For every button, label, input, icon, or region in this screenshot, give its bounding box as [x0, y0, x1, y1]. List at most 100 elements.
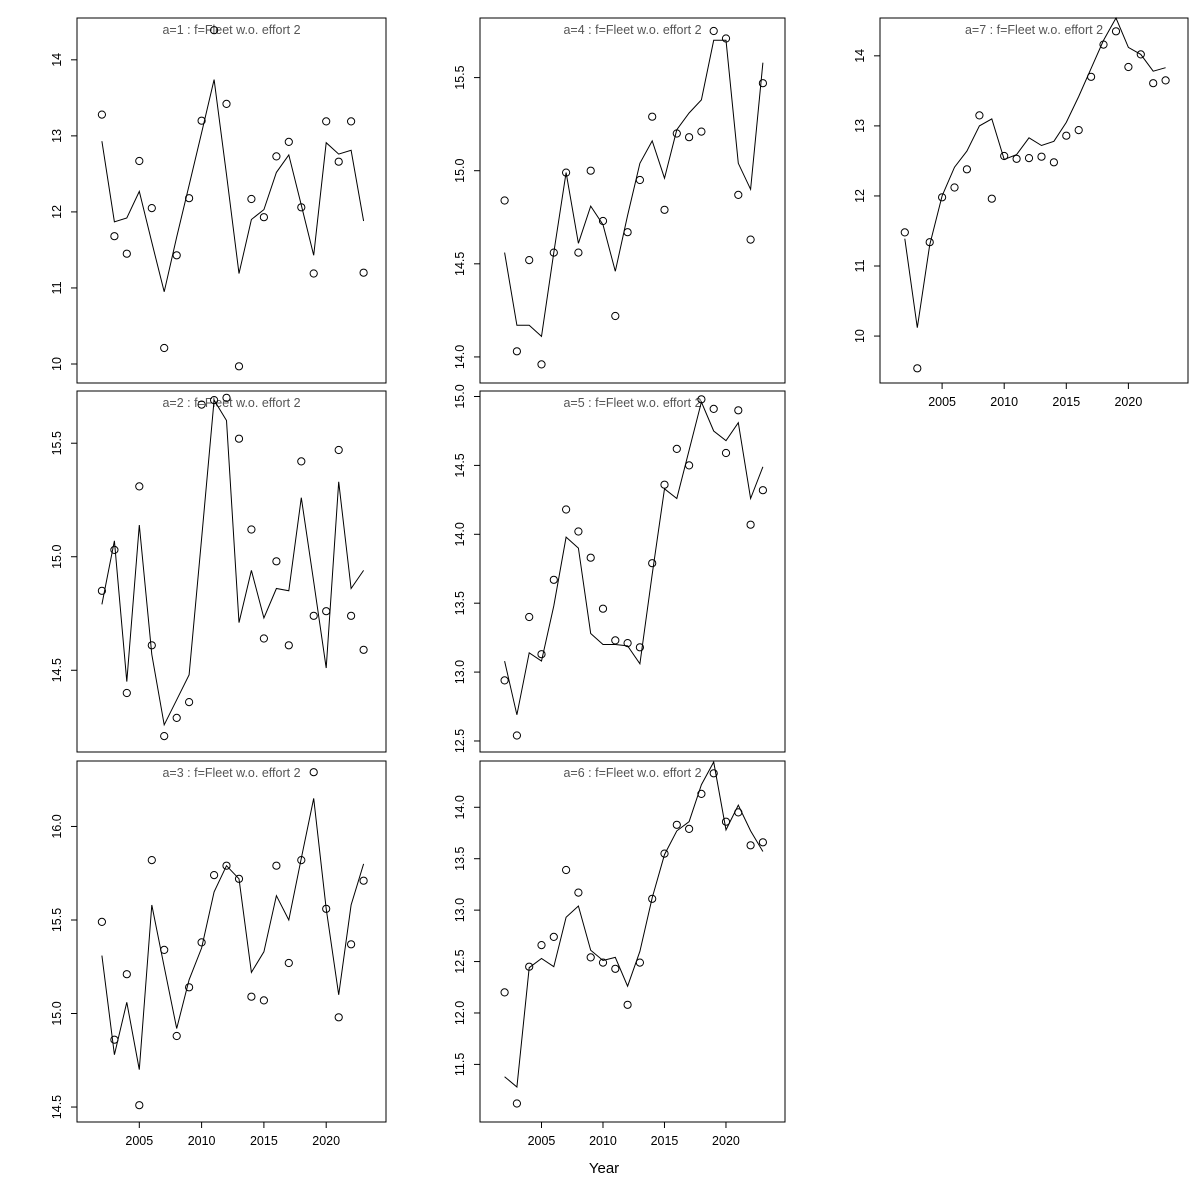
data-point — [222, 393, 231, 402]
data-point — [537, 650, 546, 659]
data-point — [525, 612, 534, 622]
data-point — [347, 940, 356, 949]
data-point — [586, 953, 595, 962]
data-point — [660, 849, 669, 858]
data-point — [975, 111, 984, 120]
panel-title: a=5 : f=Fleet w.o. effort 2 — [563, 396, 701, 410]
data-point — [97, 110, 107, 119]
data-point — [135, 482, 144, 491]
data-point — [272, 557, 281, 566]
data-point — [259, 213, 268, 222]
x-tick-label: 2010 — [188, 1134, 216, 1148]
data-point — [950, 183, 959, 192]
data-point — [247, 194, 256, 204]
data-point — [234, 434, 244, 443]
data-point — [122, 688, 131, 698]
data-point — [635, 958, 645, 967]
data-point — [284, 958, 293, 968]
data-point — [660, 480, 669, 489]
fitted-line — [904, 16, 1166, 328]
fitted-line — [504, 760, 764, 1088]
data-point — [721, 448, 731, 458]
data-point — [284, 137, 293, 146]
data-point — [635, 175, 645, 185]
data-point — [586, 166, 595, 175]
data-point — [147, 856, 156, 865]
data-point — [347, 117, 356, 126]
plot-box — [479, 390, 786, 753]
panel-title: a=2 : f=Fleet w.o. effort 2 — [162, 396, 300, 410]
data-point — [562, 168, 571, 177]
data-point — [322, 607, 331, 616]
data-point — [210, 871, 219, 880]
x-tick-label: 2005 — [125, 1134, 153, 1148]
y-tick-label: 13.5 — [453, 591, 467, 615]
y-tick-label: 11.5 — [453, 1053, 467, 1076]
data-point — [234, 362, 244, 371]
panel-a7: 10 11 12 13 14 2005 2010 2015 2020 a=7 : f=Fleet … — [853, 16, 1189, 409]
data-point — [549, 932, 558, 942]
data-point — [697, 127, 706, 136]
y-tick-label: 15.0 — [50, 1001, 64, 1025]
y-tick-label: 14 — [50, 53, 64, 67]
data-point — [586, 553, 595, 562]
data-point — [1161, 76, 1170, 85]
data-point — [185, 983, 194, 992]
y-tick-label: 15.0 — [50, 545, 64, 569]
data-point — [746, 235, 755, 244]
data-point — [611, 311, 620, 321]
data-point — [697, 789, 706, 799]
panel-title: a=3 : f=Fleet w.o. effort 2 — [162, 766, 300, 780]
panel-a6: 11.5 12.0 12.5 13.0 13.5 14.0 2005 2010 2015 2020… — [453, 760, 786, 1148]
data-point — [685, 461, 694, 470]
data-point — [623, 228, 632, 237]
data-point — [598, 604, 608, 613]
data-point — [122, 249, 131, 258]
data-point — [272, 152, 281, 161]
y-tick-label: 14.5 — [453, 453, 467, 477]
data-point — [247, 525, 256, 534]
y-tick-label: 13 — [853, 119, 867, 133]
x-tick-label: 2020 — [312, 1134, 340, 1148]
y-tick-label: 12 — [50, 205, 64, 219]
fitted-line — [101, 398, 365, 727]
y-tick-label: 12.0 — [453, 1001, 467, 1025]
y-tick-label: 13.0 — [453, 898, 467, 922]
data-point — [648, 894, 657, 903]
plot-box — [479, 17, 786, 384]
data-point — [222, 99, 231, 109]
data-point — [309, 611, 318, 620]
data-point — [598, 958, 608, 967]
data-point — [259, 634, 268, 643]
data-point — [297, 457, 306, 466]
data-point — [309, 269, 318, 278]
y-tick-label: 15.0 — [453, 384, 467, 408]
y-tick-label: 13.0 — [453, 660, 467, 684]
data-point — [97, 586, 107, 595]
x-axis-label: Year — [588, 1160, 620, 1177]
y-tick-label: 15.5 — [50, 431, 64, 455]
data-point — [172, 713, 181, 723]
y-tick-label: 15.0 — [453, 158, 467, 182]
x-tick-label: 2010 — [990, 395, 1018, 409]
data-point — [758, 79, 768, 88]
x-tick-label: 2020 — [1114, 395, 1142, 409]
data-point — [172, 251, 181, 260]
data-point — [197, 400, 206, 409]
panel-title: a=6 : f=Fleet w.o. effort 2 — [563, 766, 701, 780]
data-point — [574, 248, 583, 257]
data-point — [525, 256, 534, 265]
data-point — [500, 196, 509, 205]
data-point — [549, 248, 558, 257]
data-point — [709, 769, 718, 778]
plot-box — [76, 390, 387, 753]
data-point — [347, 611, 356, 620]
data-point — [900, 228, 909, 237]
data-point — [512, 1099, 522, 1108]
data-point — [623, 1000, 632, 1009]
data-point — [135, 156, 144, 166]
x-tick-label: 2015 — [1052, 395, 1080, 409]
data-point — [147, 204, 156, 213]
data-point — [709, 26, 718, 36]
